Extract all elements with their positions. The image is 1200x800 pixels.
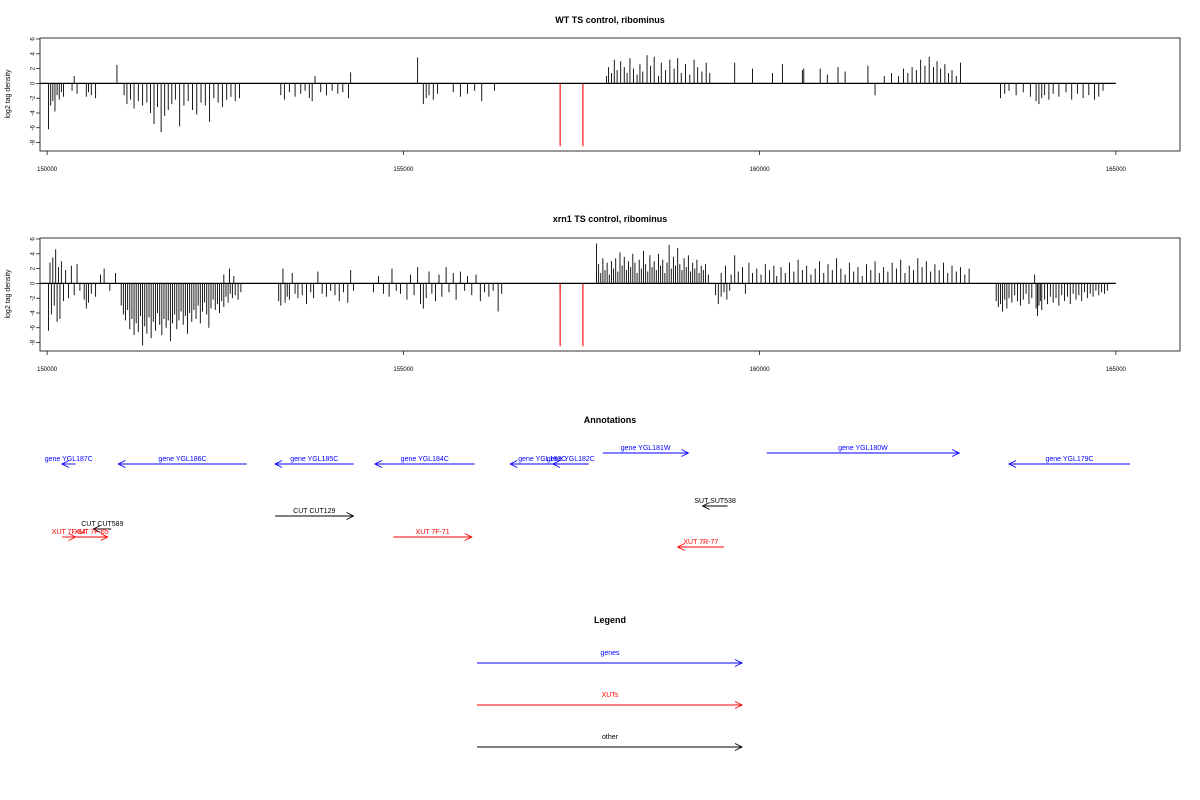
y-tick-label: -4 bbox=[31, 110, 37, 116]
y-tick-label: 2 bbox=[31, 266, 37, 270]
feature-label: XUT 7F-64 bbox=[52, 529, 86, 536]
feature-label: gene YGL180W bbox=[838, 445, 888, 452]
arrow-head bbox=[734, 659, 744, 667]
y-tick-label: 0 bbox=[31, 281, 37, 285]
annotation-features: gene YGL187C gene YGL186C gene YGL185C gene… bbox=[45, 445, 1131, 551]
y-tick-label: 6 bbox=[31, 37, 37, 41]
feature-label: gene YGL185C bbox=[290, 456, 338, 463]
xrn1-density-panel: xrn1 TS control, ribominus log2 tag dens… bbox=[5, 214, 1181, 373]
arrow-head bbox=[734, 701, 744, 709]
arrow-head bbox=[274, 460, 283, 468]
annotations-panel: Annotations gene YGL187C gene YGL186C gene… bbox=[45, 415, 1131, 551]
feature-label: gene YGL187C bbox=[45, 456, 93, 463]
y-tick-label: -2 bbox=[31, 95, 37, 101]
feature-label: gene YGL186C bbox=[158, 456, 206, 463]
arrow-head bbox=[951, 449, 961, 457]
feature-label: gene YGL184C bbox=[401, 456, 449, 463]
y-tick-label: -6 bbox=[31, 124, 37, 130]
arrow-head bbox=[100, 533, 109, 541]
arrow-head bbox=[60, 460, 70, 468]
arrow-head bbox=[701, 502, 710, 510]
feature-label: XUT 7F-71 bbox=[416, 529, 450, 536]
feature-label: gene YGL183C bbox=[518, 456, 566, 463]
y-tick-label: -2 bbox=[31, 295, 37, 301]
y-tick-label: 6 bbox=[31, 237, 37, 241]
feature-label: gene YGL179C bbox=[1045, 456, 1093, 463]
arrow-head bbox=[681, 449, 690, 457]
arrow-head bbox=[551, 460, 561, 468]
y-tick-label: 4 bbox=[31, 51, 37, 55]
legend-label: genes bbox=[600, 650, 620, 657]
legend-items: genes XUTs other bbox=[477, 650, 744, 751]
arrow-head bbox=[734, 743, 744, 751]
arrow-head bbox=[92, 525, 101, 533]
x-tick-label: 165000 bbox=[1106, 167, 1127, 173]
x-tick-label: 160000 bbox=[750, 167, 771, 173]
feature-label: XUT 7R-77 bbox=[683, 539, 718, 546]
feature-label: SUT SUT538 bbox=[694, 498, 736, 505]
y-tick-label: -8 bbox=[31, 339, 37, 345]
xrn1-bars bbox=[40, 243, 1116, 347]
arrow-head bbox=[346, 512, 355, 520]
legend-label: other bbox=[602, 734, 619, 741]
wt-bars bbox=[40, 55, 1116, 147]
arrow-head bbox=[464, 533, 473, 541]
y-tick-label: -4 bbox=[31, 310, 37, 316]
y-tick-label: 2 bbox=[31, 66, 37, 70]
x-tick-label: 150000 bbox=[37, 367, 58, 373]
feature-label: gene YGL182C bbox=[547, 456, 595, 463]
wt-y-axis-label: log2 tag density bbox=[5, 69, 12, 119]
wt-panel-title: WT TS control, ribominus bbox=[555, 15, 665, 25]
arrow-head bbox=[117, 460, 126, 468]
wt-plot-frame bbox=[39, 37, 1181, 152]
y-tick-label: -8 bbox=[31, 139, 37, 145]
arrow-head bbox=[676, 543, 685, 551]
feature-label: CUT CUT129 bbox=[293, 508, 335, 515]
xrn1-panel-title: xrn1 TS control, ribominus bbox=[553, 214, 668, 224]
x-tick-label: 150000 bbox=[37, 167, 58, 173]
x-tick-label: 155000 bbox=[393, 367, 414, 373]
xrn1-plot-frame bbox=[39, 237, 1181, 352]
y-tick-label: 0 bbox=[31, 81, 37, 85]
x-tick-label: 165000 bbox=[1106, 367, 1127, 373]
feature-label: gene YGL181W bbox=[621, 445, 671, 452]
arrow-head bbox=[509, 460, 518, 468]
annotations-title: Annotations bbox=[584, 415, 637, 425]
x-tick-label: 160000 bbox=[750, 367, 771, 373]
arrow-head bbox=[1007, 460, 1017, 468]
legend-title: Legend bbox=[594, 615, 626, 625]
feature-label: CUT CUT589 bbox=[81, 521, 123, 528]
xrn1-axes: -8 -6 -4 -2 0 2 4 6 150000 155000 160000 165000 bbox=[31, 237, 1127, 373]
wt-density-panel: WT TS control, ribominus log2 tag densit… bbox=[5, 15, 1181, 173]
arrow-head bbox=[373, 460, 383, 468]
y-tick-label: 4 bbox=[31, 251, 37, 255]
legend-label: XUTs bbox=[602, 692, 619, 699]
xrn1-y-axis-label: log2 tag density bbox=[5, 269, 12, 319]
x-tick-label: 155000 bbox=[393, 167, 414, 173]
wt-axes: -8 -6 -4 -2 0 2 4 6 150000 155000 160000 165000 bbox=[31, 37, 1127, 173]
feature-label: XUT 7F-65 bbox=[75, 529, 109, 536]
legend: Legend genes XUTs other bbox=[477, 615, 744, 751]
y-tick-label: -6 bbox=[31, 324, 37, 330]
